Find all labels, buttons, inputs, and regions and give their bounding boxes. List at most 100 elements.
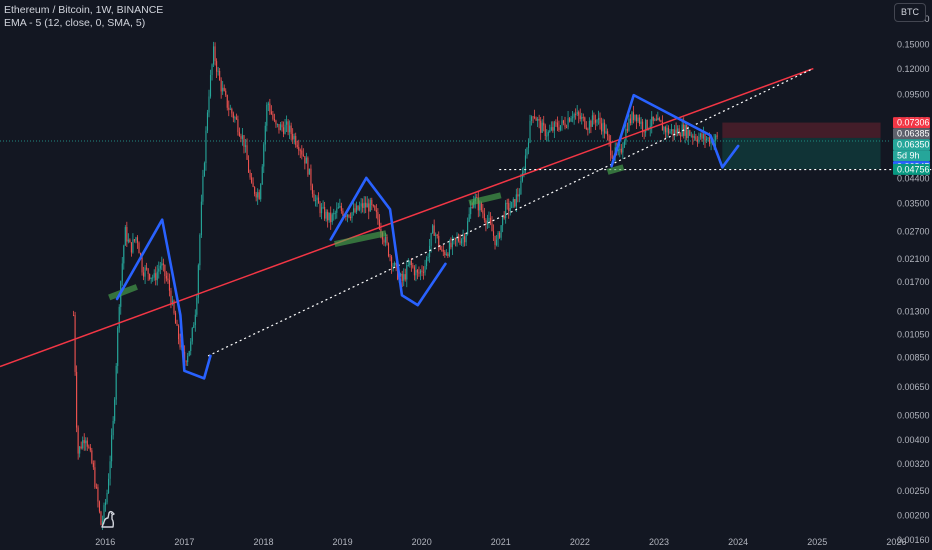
candle-body — [199, 234, 201, 266]
candle-body — [229, 108, 231, 110]
candle-body — [419, 270, 422, 274]
candle-body — [304, 156, 306, 164]
candle-body — [269, 103, 271, 112]
candle-body — [252, 182, 254, 188]
candle-body — [669, 131, 671, 134]
candle-body — [100, 511, 102, 525]
candle-body — [109, 461, 111, 479]
candle-body — [354, 208, 356, 213]
candle-body — [251, 177, 253, 183]
candle-body — [305, 157, 307, 164]
candle-body — [549, 130, 551, 133]
candle-body — [336, 208, 338, 213]
candle-body — [587, 129, 589, 130]
candle-body — [76, 371, 78, 428]
candle-body — [468, 214, 470, 222]
time-tick-label: 2024 — [728, 537, 748, 547]
time-tick-label: 2020 — [412, 537, 432, 547]
candle-body — [235, 117, 237, 120]
candle-body — [289, 125, 291, 133]
candle-body — [284, 124, 286, 134]
candle-body — [508, 203, 510, 211]
candle-body — [167, 278, 169, 281]
candle-body — [322, 206, 324, 208]
candle-body — [211, 64, 213, 75]
price-tick-label: 0.15000 — [897, 40, 930, 50]
candle-body — [383, 239, 385, 243]
candle-body — [655, 119, 657, 121]
candle-body — [461, 239, 463, 244]
candle-body — [631, 112, 633, 124]
candle-body — [489, 217, 492, 224]
candle-body — [625, 128, 627, 142]
candle-body — [500, 225, 502, 238]
price-tick-label: 0.00320 — [897, 459, 930, 469]
symbol-title[interactable]: Ethereum / Bitcoin, 1W, BINANCE — [4, 4, 164, 16]
candle-body — [684, 124, 686, 136]
candle-body — [299, 150, 301, 152]
candle-body — [611, 155, 613, 159]
candle-body — [378, 219, 380, 229]
candle-body — [191, 327, 193, 342]
candle-body — [83, 440, 85, 444]
candle-body — [214, 46, 216, 62]
candle-body — [623, 141, 625, 148]
candle-body — [608, 135, 610, 141]
candle-body — [591, 115, 593, 127]
candle-body — [143, 272, 145, 277]
candle-body — [429, 245, 431, 257]
candle-body — [705, 138, 708, 141]
price-badge-label: 5d 9h — [897, 151, 920, 161]
candle-body — [544, 125, 546, 137]
candle-body — [264, 125, 266, 145]
candle-body — [477, 197, 479, 211]
candle-body — [709, 137, 711, 144]
candle-body — [599, 117, 601, 124]
candle-body — [686, 124, 688, 139]
candle-body — [534, 116, 536, 119]
highlight-segment — [334, 230, 387, 247]
candle-body — [310, 168, 312, 186]
candle-body — [375, 210, 377, 213]
candle-body — [278, 123, 280, 131]
candle-body — [136, 237, 139, 243]
candle-body — [247, 159, 250, 173]
candle-body — [576, 112, 578, 115]
candle-body — [400, 273, 402, 276]
candle-body — [307, 157, 309, 175]
indicator-label[interactable]: EMA - 5 (12, close, 0, SMA, 5) — [4, 16, 146, 29]
candle-body — [696, 139, 698, 142]
candle-body — [660, 120, 662, 123]
candle-body — [363, 202, 365, 208]
highlight-segment — [108, 284, 138, 301]
candle-body — [454, 238, 457, 240]
candle-body — [159, 265, 161, 269]
candle-body — [421, 270, 423, 272]
price-badge-label: 0.06385 — [897, 129, 930, 139]
candle-body — [176, 323, 178, 326]
candle-body — [371, 199, 373, 205]
candle-body — [514, 199, 516, 207]
candle-body — [276, 123, 279, 125]
candle-body — [257, 192, 259, 198]
candle-body — [101, 520, 104, 525]
candle-body — [467, 221, 469, 235]
candle-body — [313, 193, 315, 202]
candle-body — [359, 206, 361, 210]
candle-body — [168, 280, 170, 291]
candle-body — [89, 447, 91, 451]
candle-body — [184, 351, 186, 362]
candle-body — [716, 135, 718, 137]
candle-body — [480, 203, 482, 211]
time-tick-label: 2025 — [807, 537, 827, 547]
currency-button[interactable]: BTC — [894, 3, 926, 22]
candle-body — [155, 273, 157, 281]
candle-body — [639, 117, 641, 124]
tradingview-dino-icon[interactable] — [99, 509, 119, 534]
candle-body — [530, 116, 533, 121]
price-tick-label: 0.00250 — [897, 486, 930, 496]
price-tick-label: 0.01700 — [897, 277, 930, 287]
candle-body — [97, 487, 99, 502]
candle-body — [104, 502, 107, 506]
